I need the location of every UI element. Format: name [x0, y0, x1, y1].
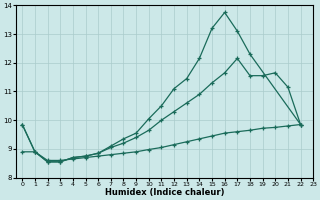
X-axis label: Humidex (Indice chaleur): Humidex (Indice chaleur)	[105, 188, 224, 197]
